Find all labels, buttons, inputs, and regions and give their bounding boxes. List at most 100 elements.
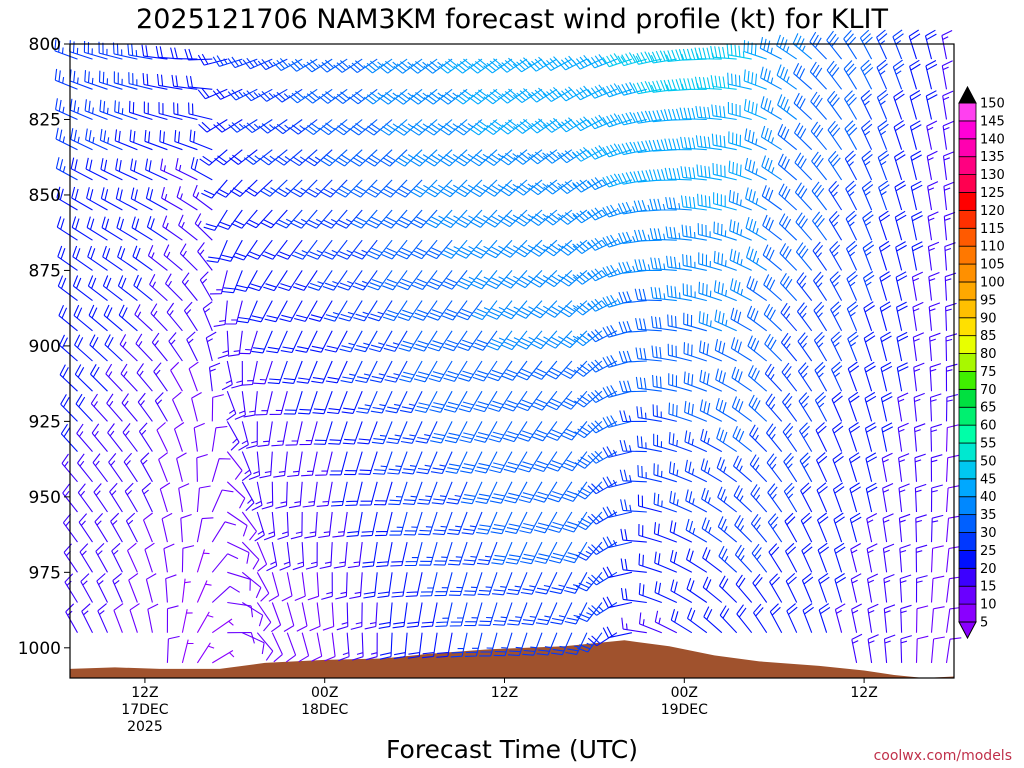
wind-barb [189, 129, 213, 151]
wind-barb [892, 59, 905, 90]
wind-barb [745, 246, 767, 271]
wind-barb [283, 602, 295, 632]
wind-barb [637, 465, 662, 483]
wind-barb [468, 58, 498, 74]
wind-barb [700, 458, 723, 483]
wind-barb [346, 511, 363, 538]
wind-barb [536, 632, 558, 656]
wind-barb [395, 209, 423, 229]
wind-barb [193, 422, 205, 452]
colorbar-top-arrow [958, 85, 977, 104]
wind-barb [801, 542, 813, 573]
wind-barb [371, 421, 393, 445]
wind-barb [492, 602, 513, 626]
wind-barb [930, 484, 943, 513]
wind-barb [241, 360, 258, 386]
wind-barb [319, 542, 333, 570]
colorbar-segment [958, 192, 977, 211]
wind-barb [926, 120, 938, 150]
wind-barb [142, 73, 168, 90]
wind-barb [353, 300, 378, 322]
wind-barb [587, 268, 618, 282]
wind-barb [777, 94, 798, 120]
wind-barb [851, 633, 863, 664]
wind-barb [196, 580, 212, 603]
wind-barb [766, 423, 783, 452]
wind-barb [183, 301, 198, 332]
wind-barb [602, 325, 633, 338]
wind-barb [764, 363, 783, 392]
wind-barb [109, 482, 123, 513]
wind-barb [475, 481, 498, 504]
wind-barb [545, 360, 573, 380]
wind-barb [767, 483, 783, 513]
wind-barb [587, 329, 618, 343]
wind-barb [912, 301, 924, 331]
wind-barb [120, 363, 138, 392]
wind-barb [288, 88, 318, 104]
wind-barb [175, 157, 198, 181]
wind-barb [734, 515, 753, 543]
wind-barb [313, 421, 333, 445]
wind-barb [404, 541, 423, 567]
wind-barb [895, 241, 907, 271]
wind-barb [432, 511, 453, 536]
wind-barb [648, 109, 677, 123]
wind-barb [915, 635, 929, 663]
wind-barb [433, 541, 453, 566]
wind-barb [558, 269, 588, 287]
wind-barb [478, 602, 498, 626]
wind-barb [173, 102, 198, 121]
wind-barb [679, 78, 707, 90]
wind-barb [813, 331, 828, 362]
credit-link[interactable]: coolwx.com/models [874, 748, 1012, 764]
wind-barb [275, 481, 288, 509]
wind-barb [846, 271, 858, 301]
wind-barb [575, 541, 603, 561]
wind-barb [768, 543, 783, 573]
wind-barb [170, 47, 198, 60]
wind-barb [318, 511, 333, 539]
wind-barb [809, 61, 828, 90]
wind-barb [59, 334, 78, 362]
wind-barb [542, 117, 573, 133]
wind-barb [663, 79, 692, 92]
wind-barb [89, 334, 108, 362]
wind-barb [527, 87, 558, 103]
wind-barb [130, 187, 153, 211]
wind-barb [898, 513, 911, 543]
wind-barb [703, 606, 723, 634]
wind-barb [248, 270, 273, 292]
wind-barb [925, 90, 938, 120]
wind-barb [668, 373, 692, 392]
wind-barb [784, 512, 798, 543]
wind-barb [928, 271, 940, 301]
wind-barb [881, 452, 893, 482]
wind-barb [602, 446, 633, 458]
wind-barb [410, 209, 438, 229]
wind-barb [816, 482, 828, 513]
wind-barb [380, 209, 408, 229]
wind-barb [859, 29, 873, 60]
wind-barb [107, 423, 123, 452]
wind-barb [251, 330, 273, 354]
colorbar-label: 55 [980, 437, 997, 452]
wind-barb [129, 129, 153, 151]
wind-barb [323, 300, 348, 322]
wind-barb [392, 602, 408, 629]
wind-barb [727, 72, 752, 90]
wind-barb [257, 421, 273, 447]
wind-barb [372, 451, 393, 475]
wind-barb [270, 602, 282, 633]
wind-barb [778, 183, 798, 211]
wind-barb [112, 572, 123, 603]
wind-barb [782, 392, 798, 422]
wind-barb [394, 119, 423, 136]
wind-barb [474, 451, 498, 474]
wind-barb [587, 84, 618, 99]
y-tick-label: 975 [29, 563, 61, 583]
wind-barb [893, 120, 906, 150]
wind-barb [654, 581, 678, 603]
wind-barb [292, 542, 305, 571]
wind-barb [685, 489, 708, 513]
